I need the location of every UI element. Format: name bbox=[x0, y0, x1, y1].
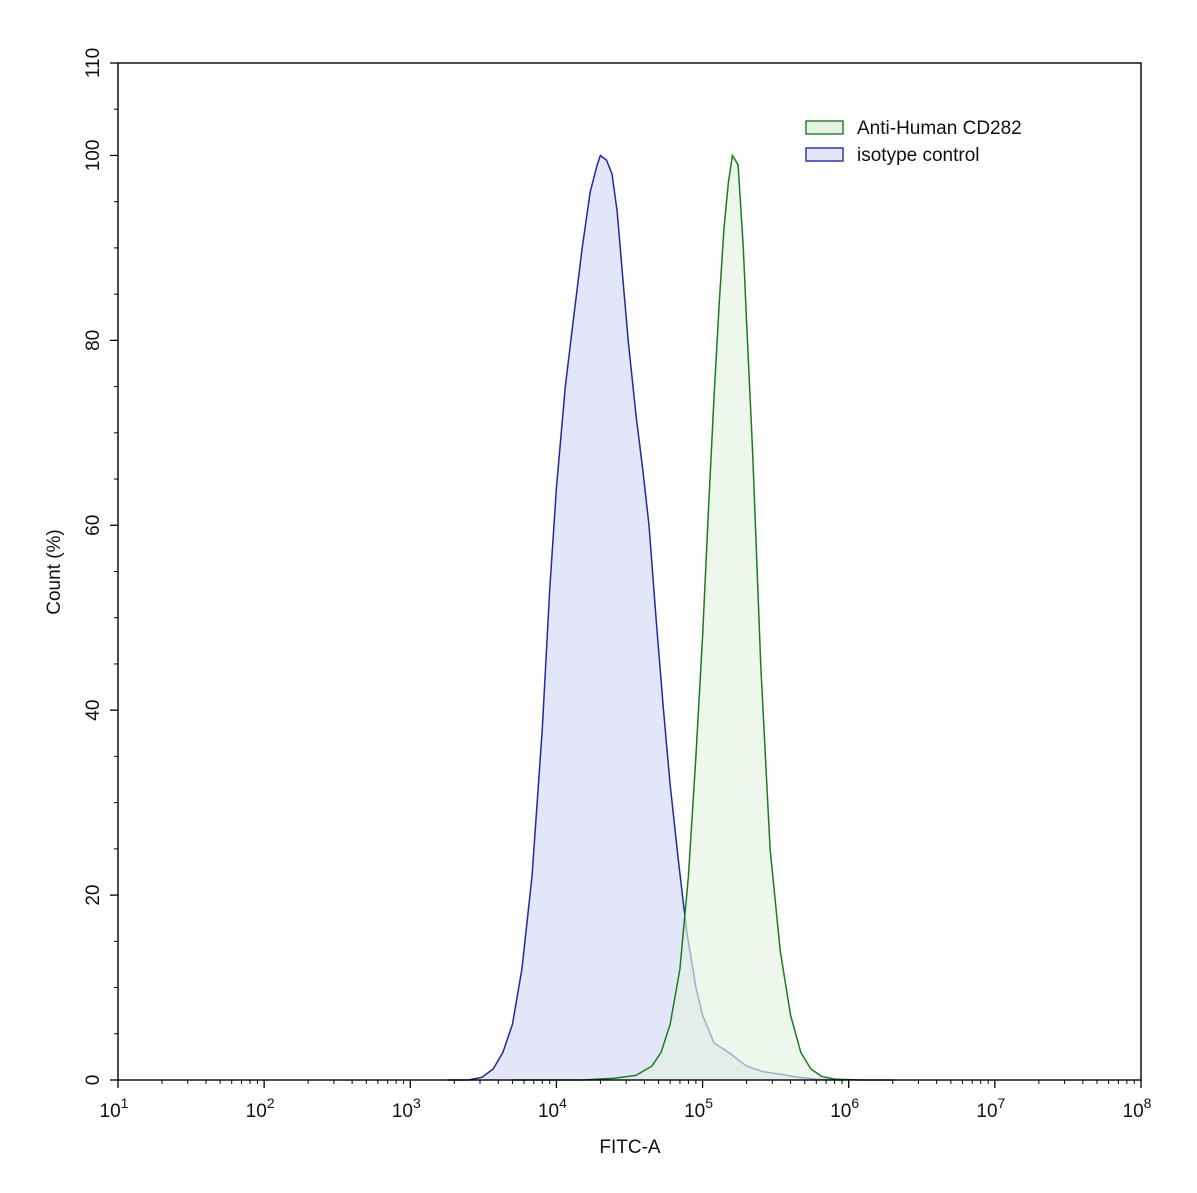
axes: 101 102 103 104 105 106 107 108 0 20 40 60 80 100 110 bbox=[83, 48, 1152, 1122]
x-axis-label: FITC-A bbox=[599, 1137, 661, 1158]
series-area-anti-human-cd282 bbox=[512, 155, 893, 1080]
legend-label-anti-human-cd282: Anti-Human CD282 bbox=[857, 118, 1022, 139]
series-line-anti-human-cd282 bbox=[512, 153, 893, 1081]
x-tick-label: 108 bbox=[1123, 1095, 1152, 1122]
legend-swatch-isotype-control bbox=[805, 147, 844, 162]
y-tick-label: 60 bbox=[83, 515, 104, 536]
y-tick-label: 110 bbox=[83, 48, 104, 78]
y-tick-label: 40 bbox=[83, 700, 104, 721]
x-tick-label: 106 bbox=[830, 1095, 859, 1122]
series-area-isotype-control bbox=[447, 155, 842, 1080]
y-tick-label: 20 bbox=[83, 885, 104, 906]
x-tick-label: 102 bbox=[246, 1095, 275, 1122]
x-tick-label: 107 bbox=[976, 1095, 1005, 1122]
x-tick-label: 101 bbox=[100, 1095, 129, 1122]
legend-swatch-anti-human-cd282 bbox=[805, 120, 844, 135]
series-layer bbox=[447, 153, 893, 1081]
legend-label-isotype-control: isotype control bbox=[857, 145, 980, 166]
y-tick-label: 100 bbox=[83, 140, 104, 172]
legend: Anti-Human CD282 isotype control bbox=[805, 118, 1022, 166]
x-tick-label: 105 bbox=[684, 1095, 713, 1122]
x-tick-label: 103 bbox=[392, 1095, 421, 1122]
y-tick-label: 0 bbox=[83, 1075, 104, 1086]
x-tick-label: 104 bbox=[538, 1095, 567, 1122]
y-tick-label: 80 bbox=[83, 330, 104, 351]
y-axis-label: Count (%) bbox=[44, 529, 65, 615]
